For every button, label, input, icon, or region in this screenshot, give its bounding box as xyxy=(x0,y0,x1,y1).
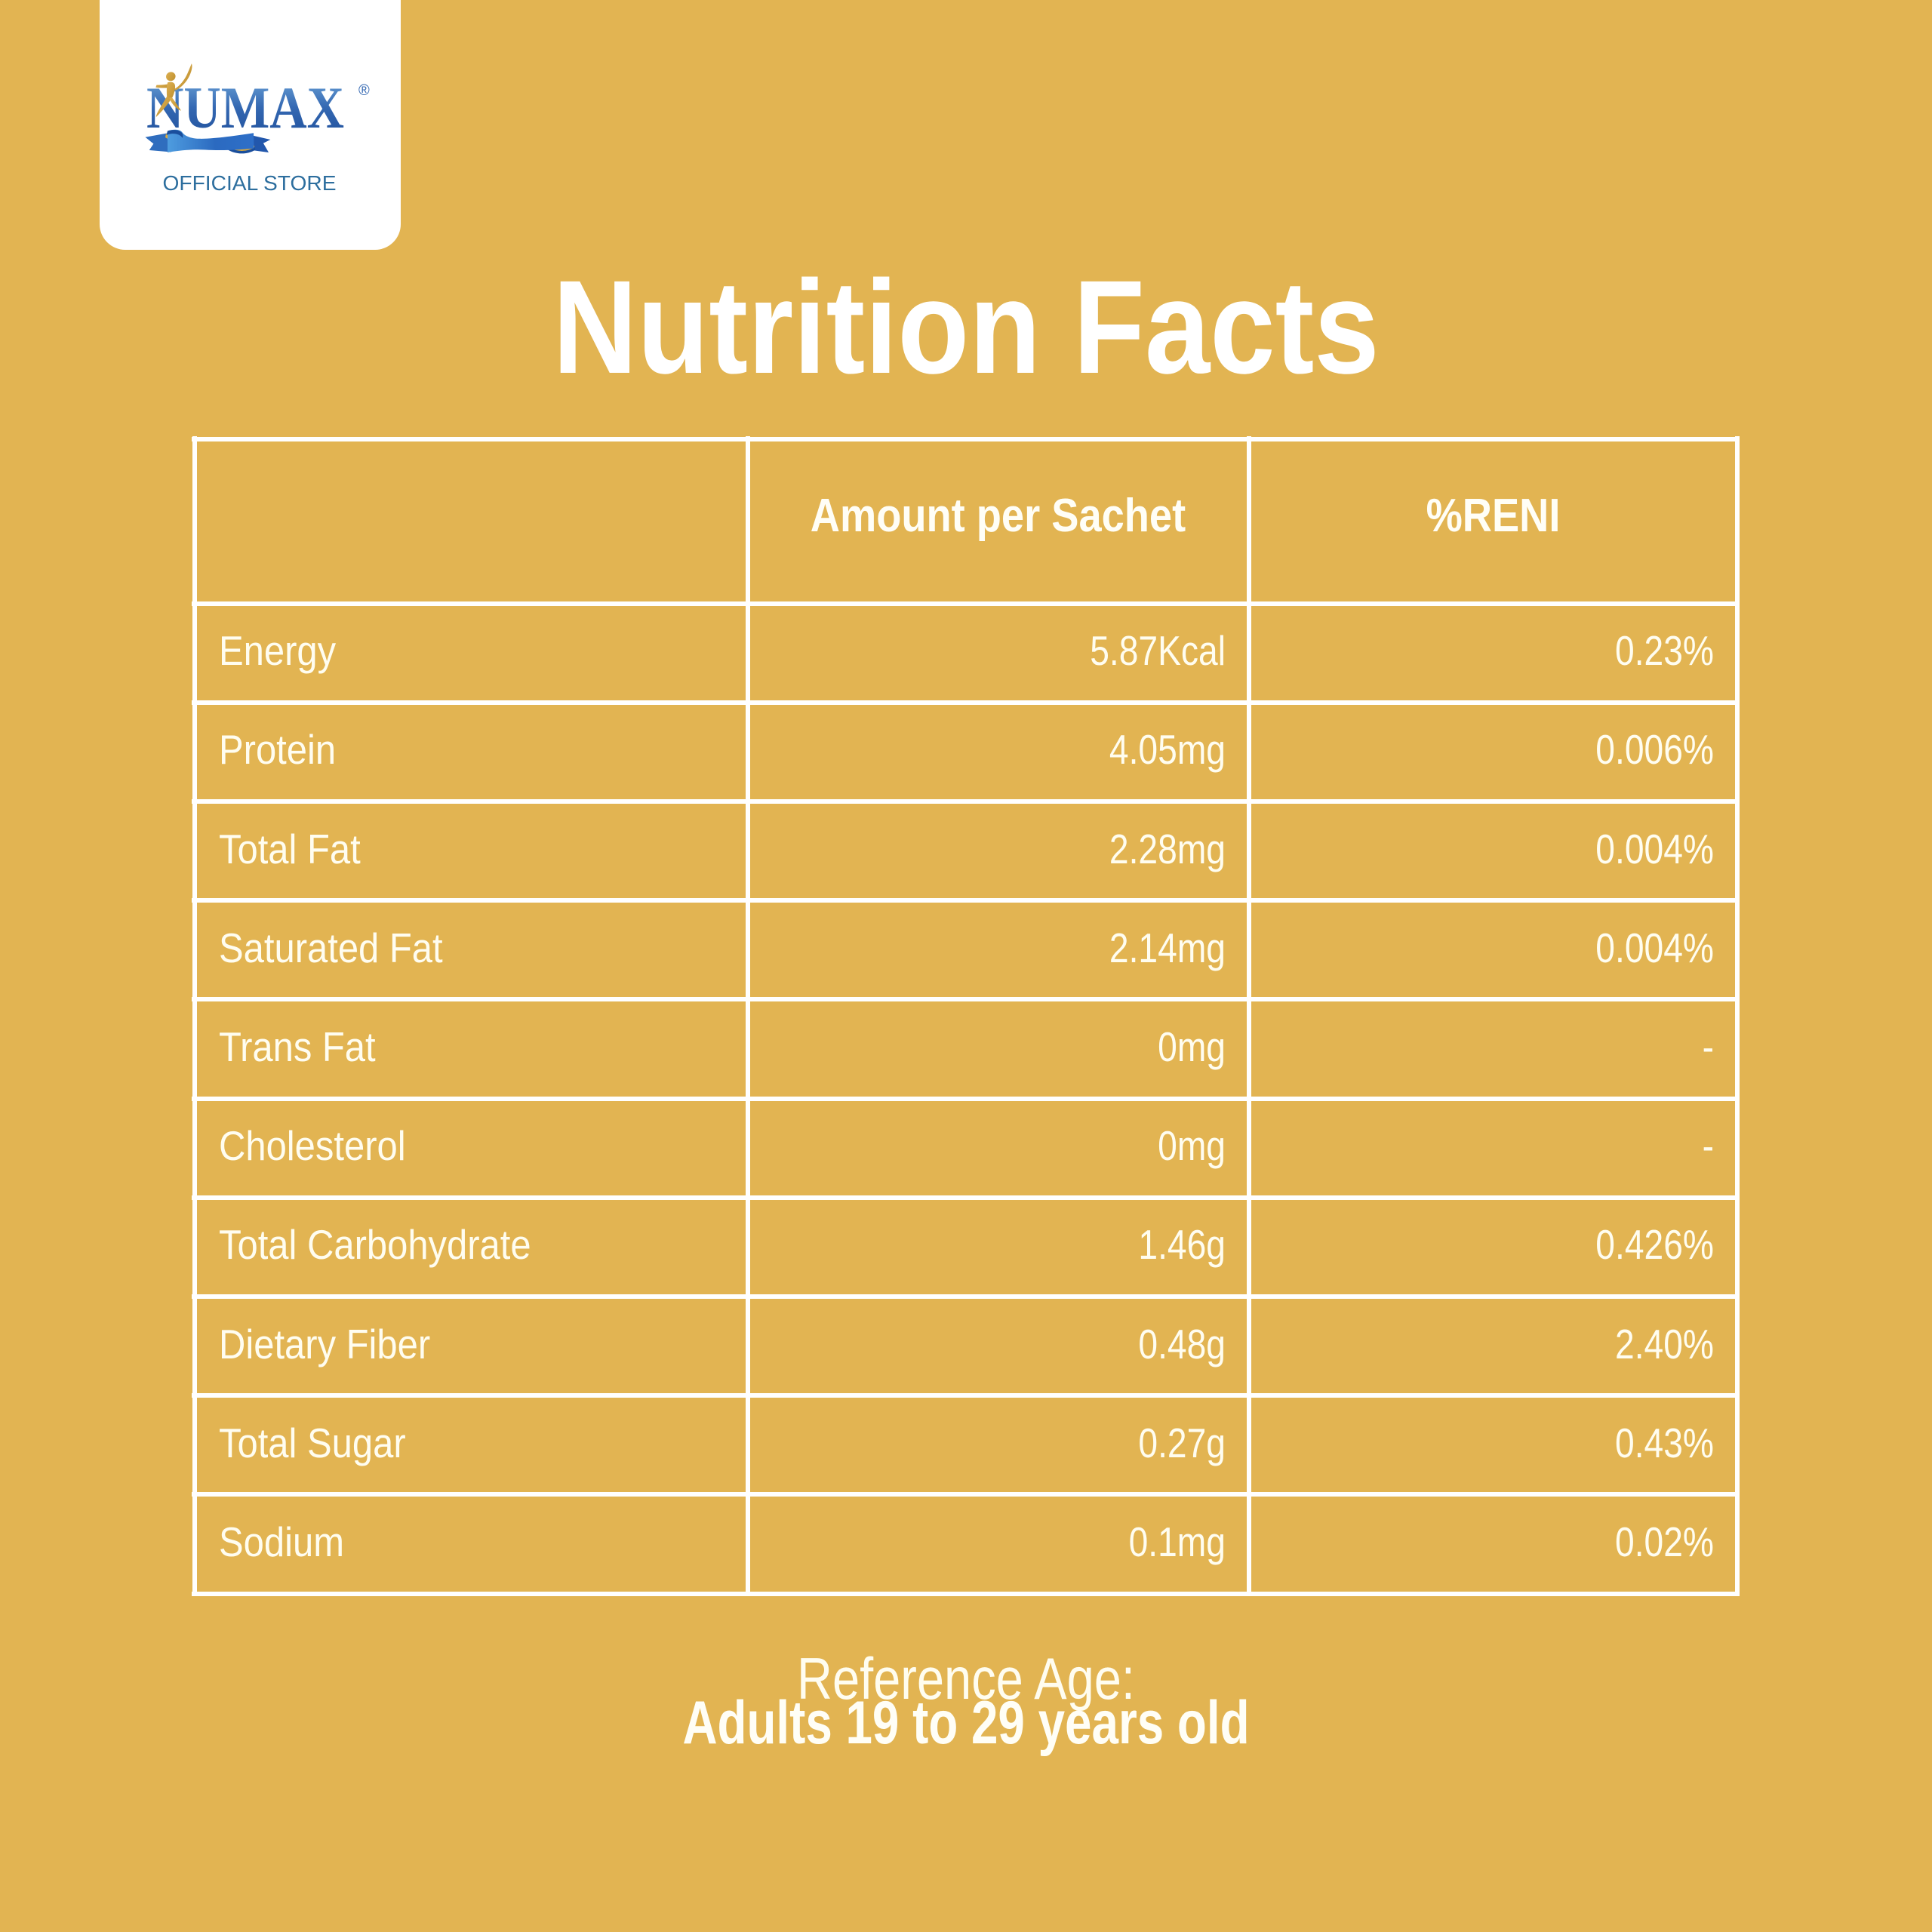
svg-text:®: ® xyxy=(358,82,370,99)
svg-text:OFFICIAL STORE: OFFICIAL STORE xyxy=(163,171,337,195)
